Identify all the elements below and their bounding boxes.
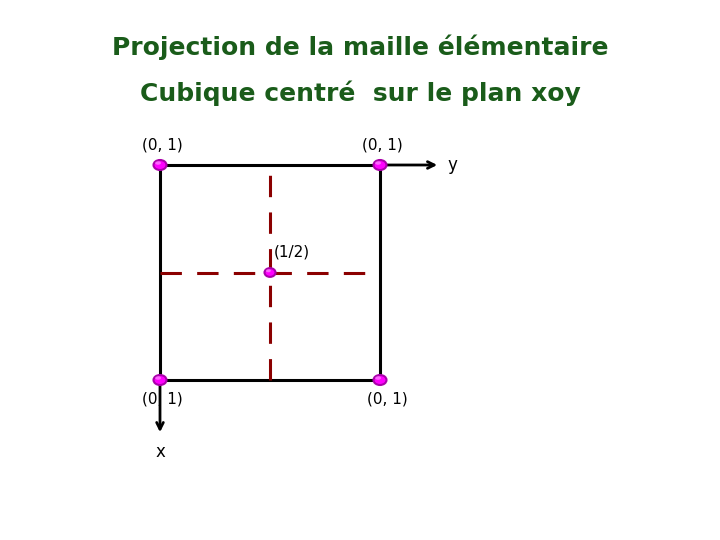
Text: (0, 1): (0, 1) xyxy=(367,392,408,407)
Ellipse shape xyxy=(155,376,161,380)
Ellipse shape xyxy=(374,375,387,385)
Ellipse shape xyxy=(155,161,161,165)
Text: (0, 1): (0, 1) xyxy=(362,138,402,153)
Ellipse shape xyxy=(264,268,276,277)
Ellipse shape xyxy=(375,376,381,380)
Text: Cubique centré  sur le plan xoy: Cubique centré sur le plan xoy xyxy=(140,80,580,105)
Text: Projection de la maille élémentaire: Projection de la maille élémentaire xyxy=(112,35,608,60)
Ellipse shape xyxy=(153,160,166,170)
Text: (1/2): (1/2) xyxy=(274,245,310,260)
Ellipse shape xyxy=(374,160,387,170)
Text: (0, 1): (0, 1) xyxy=(142,138,183,153)
Text: y: y xyxy=(447,156,457,174)
Ellipse shape xyxy=(153,375,166,385)
Text: x: x xyxy=(155,443,165,461)
Ellipse shape xyxy=(375,161,381,165)
Ellipse shape xyxy=(266,269,271,272)
Text: (0, 1): (0, 1) xyxy=(142,392,183,407)
